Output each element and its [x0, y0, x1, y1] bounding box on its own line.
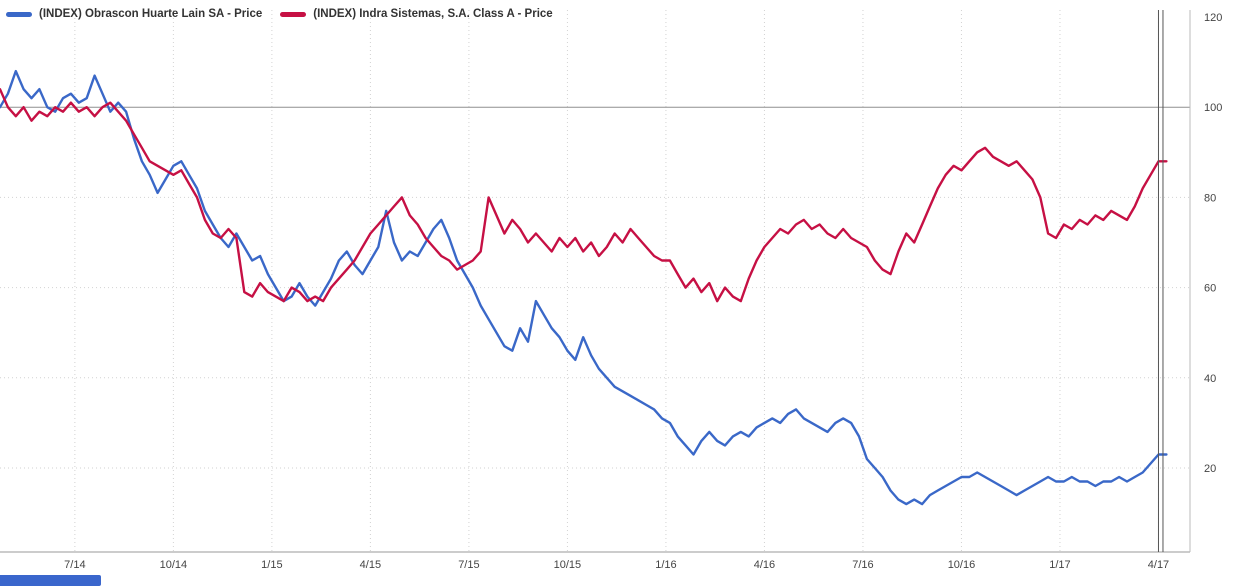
x-tick-label: 7/15 [458, 559, 479, 571]
timeline-scrollbar-thumb[interactable] [0, 575, 101, 586]
legend-swatch-red [280, 11, 307, 17]
legend-swatch-blue [6, 11, 32, 17]
x-tick-label: 4/16 [754, 559, 775, 571]
y-tick-label: 100 [1204, 102, 1222, 114]
series-line-red[interactable] [0, 88, 1168, 303]
legend-item-obrascon[interactable]: (INDEX) Obrascon Huarte Lain SA - Price [6, 8, 262, 20]
legend-label: (INDEX) Obrascon Huarte Lain SA - Price [39, 8, 263, 20]
x-tick-label: 4/17 [1148, 559, 1169, 571]
plot-area[interactable] [0, 0, 1190, 552]
y-tick-label: 40 [1204, 373, 1216, 385]
legend-item-indra[interactable]: (INDEX) Indra Sistemas, S.A. Class A - P… [280, 8, 553, 20]
x-tick-label: 7/14 [64, 559, 85, 571]
x-tick-label: 7/16 [852, 559, 873, 571]
x-tick-label: 4/15 [360, 559, 381, 571]
series-line-blue[interactable] [0, 69, 1168, 506]
y-tick-label: 80 [1204, 192, 1216, 204]
x-tick-label: 10/14 [160, 559, 188, 571]
x-tick-label: 10/15 [554, 559, 582, 571]
legend-label: (INDEX) Indra Sistemas, S.A. Class A - P… [313, 8, 553, 20]
y-tick-label: 120 [1204, 12, 1222, 24]
y-tick-label: 20 [1204, 463, 1216, 475]
x-tick-label: 1/15 [261, 559, 282, 571]
x-tick-label: 10/16 [948, 559, 976, 571]
x-tick-label: 1/16 [655, 559, 676, 571]
y-tick-label: 60 [1204, 283, 1216, 295]
chart-legend: (INDEX) Obrascon Huarte Lain SA - Price … [6, 8, 553, 20]
x-tick-label: 1/17 [1049, 559, 1070, 571]
